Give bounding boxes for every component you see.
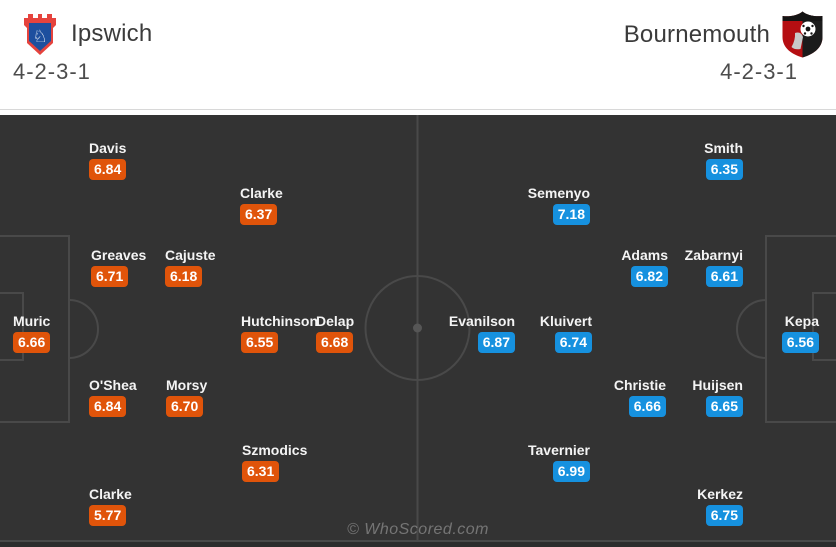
player-name: Christie	[613, 377, 666, 393]
player-name: Tavernier	[528, 442, 590, 458]
player-name: Clarke	[240, 185, 283, 201]
player-rating-badge: 6.66	[628, 396, 666, 417]
home-formation: 4-2-3-1	[13, 59, 91, 84]
away-team-name: Bournemouth	[623, 20, 770, 48]
player-home-greaves[interactable]: Greaves 6.71	[91, 247, 146, 287]
svg-text:♘: ♘	[32, 27, 47, 47]
player-rating-badge: 6.84	[89, 159, 127, 180]
ipswich-crest-icon: ♘	[21, 11, 59, 57]
player-rating-badge: 6.61	[705, 266, 743, 287]
player-rating-badge: 6.84	[89, 396, 127, 417]
player-name: Kluivert	[539, 313, 592, 329]
player-name: Morsy	[166, 377, 208, 393]
player-name: Clarke	[89, 486, 132, 502]
player-rating-badge: 6.75	[705, 505, 743, 526]
player-away-evanilson[interactable]: Evanilson 6.87	[449, 313, 515, 353]
player-home-clarke[interactable]: Clarke 5.77	[89, 486, 132, 526]
player-name: Szmodics	[242, 442, 308, 458]
pitch-markings	[0, 115, 836, 547]
player-name: Cajuste	[165, 247, 216, 263]
player-name: Semenyo	[527, 185, 590, 201]
player-rating-badge: 7.18	[552, 204, 590, 225]
player-away-smith[interactable]: Smith 6.35	[704, 140, 743, 180]
player-name: O'Shea	[89, 377, 137, 393]
player-name: Huijsen	[692, 377, 743, 393]
home-team-name: Ipswich	[71, 20, 153, 47]
player-rating-badge: 6.18	[165, 266, 203, 287]
player-rating-badge: 6.70	[166, 396, 204, 417]
player-rating-badge: 6.31	[242, 461, 280, 482]
player-rating-badge: 6.99	[552, 461, 590, 482]
player-name: Delap	[316, 313, 355, 329]
home-team-link[interactable]: ♘ Ipswich	[21, 11, 152, 57]
player-away-zabarnyi[interactable]: Zabarnyi 6.61	[685, 247, 743, 287]
player-away-adams[interactable]: Adams 6.82	[621, 247, 668, 287]
player-home-szmodics[interactable]: Szmodics 6.31	[242, 442, 307, 482]
player-rating-badge: 6.82	[630, 266, 668, 287]
player-home-delap[interactable]: Delap 6.68	[316, 313, 354, 353]
player-name: Greaves	[91, 247, 147, 263]
whoscored-watermark: © WhoScored.com	[347, 521, 489, 538]
player-away-kepa[interactable]: Kepa 6.56	[781, 313, 819, 353]
player-name: Muric	[13, 313, 51, 329]
player-home-hutchinson[interactable]: Hutchinson 6.55	[241, 313, 318, 353]
player-name: Hutchinson	[241, 313, 318, 329]
away-formation: 4-2-3-1	[720, 59, 798, 84]
player-home-muric[interactable]: Muric 6.66	[13, 313, 50, 353]
player-rating-badge: 6.87	[477, 332, 515, 353]
player-name: Evanilson	[448, 313, 515, 329]
player-rating-badge: 6.66	[13, 332, 51, 353]
pitch: Davis 6.84 Clarke 6.37 Greaves 6.71 Cajuste 6.1…	[0, 115, 836, 547]
player-rating-badge: 6.55	[241, 332, 279, 353]
player-away-tavernier[interactable]: Tavernier 6.99	[528, 442, 590, 482]
player-name: Kepa	[784, 313, 819, 329]
player-rating-badge: 5.77	[89, 505, 127, 526]
player-rating-badge: 6.37	[240, 204, 278, 225]
player-rating-badge: 6.68	[316, 332, 354, 353]
player-name: Davis	[89, 140, 127, 156]
player-home-clarke[interactable]: Clarke 6.37	[240, 185, 283, 225]
player-away-kluivert[interactable]: Kluivert 6.74	[540, 313, 592, 353]
player-home-davis[interactable]: Davis 6.84	[89, 140, 126, 180]
away-team-link[interactable]: Bournemouth	[624, 11, 823, 58]
player-away-semenyo[interactable]: Semenyo 7.18	[528, 185, 590, 225]
player-home-morsy[interactable]: Morsy 6.70	[166, 377, 207, 417]
player-away-christie[interactable]: Christie 6.66	[614, 377, 666, 417]
player-away-huijsen[interactable]: Huijsen 6.65	[692, 377, 743, 417]
player-rating-badge: 6.65	[705, 396, 743, 417]
player-name: Kerkez	[697, 486, 743, 502]
player-rating-badge: 6.71	[91, 266, 129, 287]
player-rating-badge: 6.74	[554, 332, 592, 353]
player-rating-badge: 6.56	[781, 332, 819, 353]
lineups-header: ♘ Ipswich Bournemouth	[0, 0, 836, 110]
player-rating-badge: 6.35	[705, 159, 743, 180]
player-home-oshea[interactable]: O'Shea 6.84	[89, 377, 137, 417]
player-name: Zabarnyi	[684, 247, 743, 263]
player-home-cajuste[interactable]: Cajuste 6.18	[165, 247, 216, 287]
bournemouth-crest-icon	[782, 11, 823, 58]
player-away-kerkez[interactable]: Kerkez 6.75	[697, 486, 743, 526]
player-name: Adams	[621, 247, 668, 263]
player-name: Smith	[704, 140, 743, 156]
